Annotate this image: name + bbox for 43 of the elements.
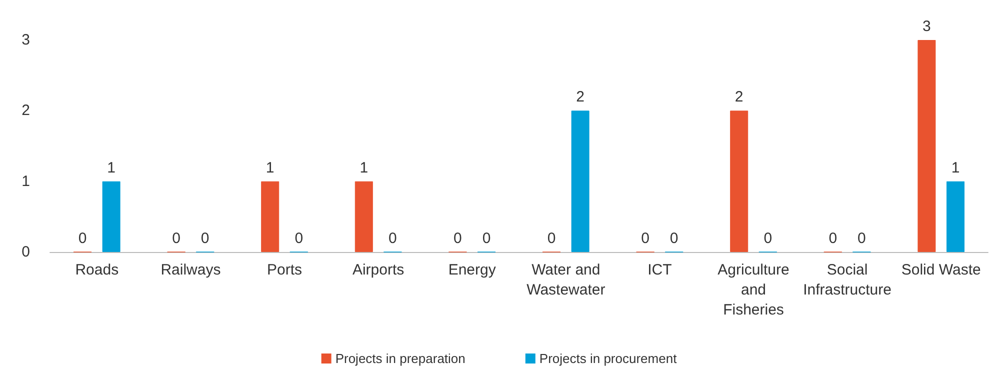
- x-tick-label: Roads: [75, 262, 119, 278]
- y-tick-label: 2: [22, 102, 30, 120]
- data-label: 2: [734, 88, 744, 106]
- data-label: 0: [294, 230, 304, 247]
- data-label: 1: [951, 159, 960, 176]
- data-label: 0: [78, 230, 87, 247]
- x-tick-label: Railways: [160, 262, 221, 278]
- data-label: 1: [360, 159, 368, 176]
- bar: [354, 181, 373, 252]
- data-label: 0: [858, 230, 866, 247]
- data-label: 0: [547, 230, 556, 247]
- x-tick-label: Ports: [266, 262, 302, 278]
- bar: [918, 40, 936, 252]
- bar: [102, 181, 120, 252]
- bar: [571, 110, 590, 252]
- x-tick-label: Energy: [448, 262, 496, 278]
- legend-label: Projects in preparation: [335, 351, 466, 366]
- data-label: 0: [388, 230, 397, 247]
- x-tick-label: ICT: [648, 262, 672, 278]
- data-label: 0: [764, 230, 772, 247]
- data-label: 0: [482, 230, 491, 247]
- y-tick-label: 1: [22, 172, 30, 190]
- data-label: 0: [828, 230, 838, 247]
- data-label: 1: [266, 159, 274, 176]
- bar: [730, 110, 748, 252]
- x-tick-label: Agriculture and Fisheries: [718, 262, 790, 318]
- data-label: 0: [454, 230, 462, 247]
- y-tick-label: 0: [22, 244, 30, 260]
- x-tick-label: Airports: [352, 262, 404, 278]
- data-label: 0: [200, 230, 210, 247]
- data-label: 3: [922, 18, 931, 35]
- y-tick-label: 3: [22, 32, 30, 48]
- data-label: 0: [641, 230, 650, 247]
- data-label: 0: [670, 230, 678, 247]
- bar: [946, 181, 964, 252]
- data-label: 2: [576, 88, 584, 106]
- bar: [261, 181, 280, 252]
- legend-label: Projects in procurement: [539, 351, 678, 366]
- x-tick-label: Water and Wastewater: [526, 262, 606, 298]
- data-label: 0: [172, 230, 180, 247]
- x-tick-label: Solid Waste: [901, 262, 981, 278]
- data-label: 1: [107, 159, 116, 176]
- x-tick-label: Social Infrastructure: [803, 262, 892, 298]
